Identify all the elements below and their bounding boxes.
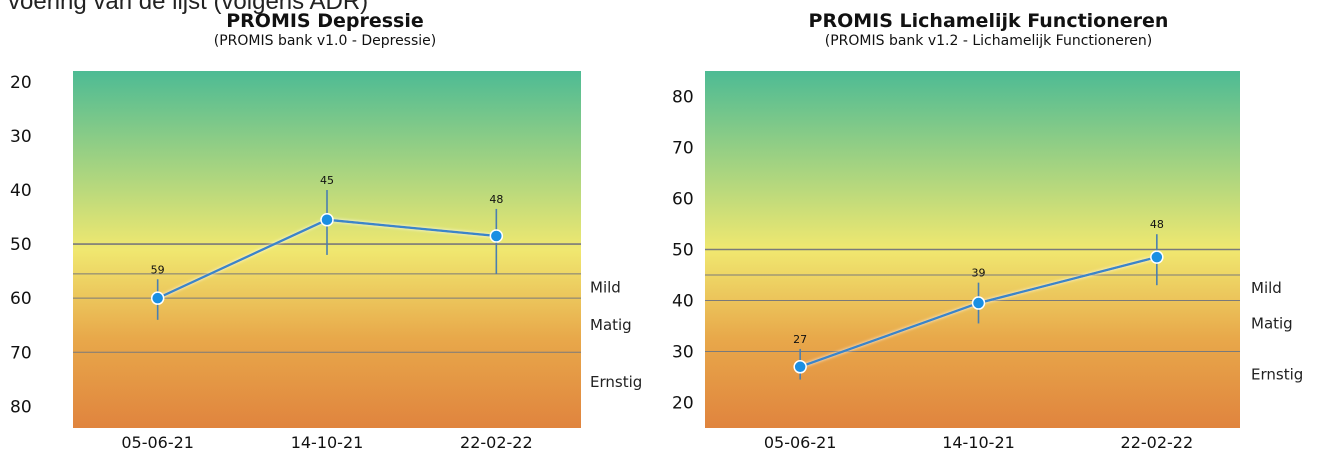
- severity-band-label: Mild: [590, 278, 621, 296]
- lichamelijk-chart: 20 30 40 50 60 70 80 Mild Matig Ernstig 05-06-21 14…: [672, 71, 1303, 452]
- y-tick-label: 70: [672, 139, 694, 159]
- data-point: [793, 360, 807, 374]
- chart-subtitle: (PROMIS bank v1.2 - Lichamelijk Function…: [824, 33, 1153, 49]
- x-tick-label: 14-10-21: [291, 433, 364, 452]
- chart-title: PROMIS Lichamelijk Functioneren: [808, 10, 1169, 32]
- x-tick-label: 22-02-22: [1121, 433, 1194, 452]
- severity-band-label: Ernstig: [590, 373, 642, 391]
- depressie-chart: 20 30 40 50 60 70 80 Mild Matig Ernstig 05-06-21 14…: [10, 71, 642, 452]
- data-label: 27: [793, 333, 807, 346]
- data-label: 45: [320, 174, 334, 187]
- data-label: 48: [489, 193, 503, 206]
- severity-band-label: Mild: [1251, 279, 1282, 297]
- y-tick-label: 30: [672, 343, 694, 363]
- y-tick-label: 60: [10, 289, 32, 309]
- promis-depressie-panel: PROMIS Depressie (PROMIS bank v1.0 - Dep…: [0, 0, 650, 452]
- data-label: 39: [972, 267, 986, 280]
- data-point: [150, 291, 165, 305]
- x-tick-label: 05-06-21: [764, 433, 837, 452]
- x-tick-label: 05-06-21: [121, 433, 194, 452]
- y-tick-label: 20: [10, 73, 32, 93]
- data-label: 48: [1150, 218, 1164, 231]
- data-label: 59: [151, 263, 165, 276]
- clipped-header-text: voering van de lijst (volgens ADR): [8, 0, 369, 15]
- y-tick-label: 50: [672, 241, 694, 261]
- promis-lichamelijk-panel: PROMIS Lichamelijk Functioneren (PROMIS …: [660, 0, 1317, 452]
- y-tick-label: 20: [672, 394, 694, 414]
- severity-band-label: Matig: [590, 316, 632, 334]
- y-tick-label: 80: [672, 88, 694, 108]
- y-tick-label: 60: [672, 190, 694, 210]
- data-point: [971, 296, 986, 310]
- severity-band-label: Ernstig: [1251, 365, 1303, 383]
- y-tick-label: 50: [10, 235, 32, 255]
- x-tick-label: 22-02-22: [460, 433, 533, 452]
- y-tick-label: 40: [10, 181, 32, 201]
- y-tick-label: 80: [10, 397, 32, 417]
- chart-subtitle: (PROMIS bank v1.0 - Depressie): [213, 33, 437, 49]
- y-tick-label: 30: [10, 127, 32, 147]
- chart-title: PROMIS Depressie: [226, 10, 424, 32]
- x-tick-label: 14-10-21: [942, 433, 1015, 452]
- data-point: [320, 213, 334, 227]
- y-tick-label: 70: [10, 343, 32, 363]
- y-tick-label: 40: [672, 292, 694, 312]
- severity-band-label: Matig: [1251, 314, 1293, 332]
- data-point: [489, 229, 504, 243]
- data-point: [1150, 250, 1164, 264]
